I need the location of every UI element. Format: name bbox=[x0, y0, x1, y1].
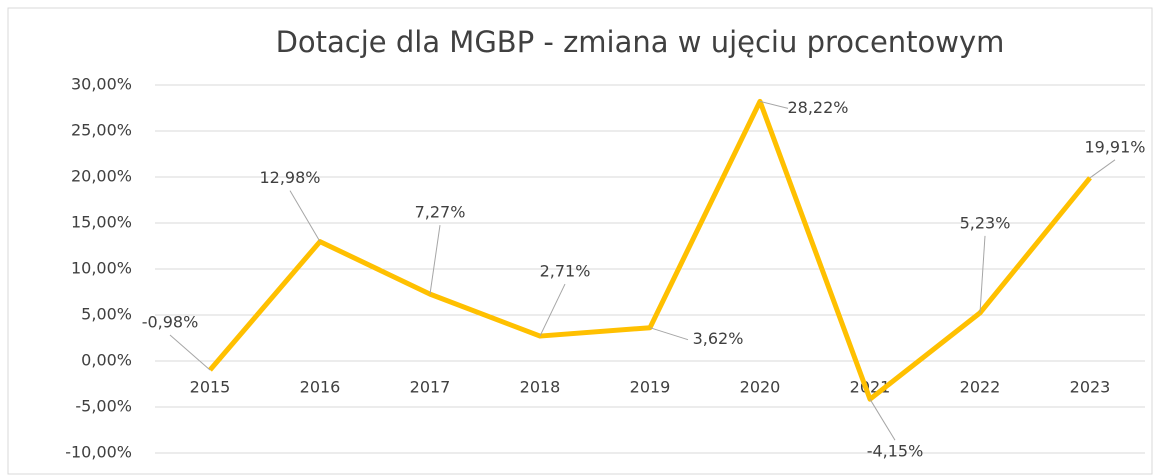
data-label: 12,98% bbox=[259, 168, 320, 187]
data-label: 2,71% bbox=[540, 262, 591, 281]
data-label: -4,15% bbox=[867, 442, 924, 461]
x-tick-label: 2019 bbox=[630, 378, 671, 397]
data-label: -0,98% bbox=[142, 313, 199, 332]
y-tick-label: 10,00% bbox=[71, 259, 132, 278]
chart-border bbox=[7, 7, 1153, 475]
data-label: 19,91% bbox=[1084, 137, 1145, 156]
x-tick-label: 2020 bbox=[740, 378, 781, 397]
leader-line bbox=[869, 398, 896, 441]
y-tick-label: -5,00% bbox=[75, 397, 132, 416]
y-tick-label: 0,00% bbox=[81, 351, 132, 370]
x-tick-label: 2017 bbox=[410, 378, 451, 397]
x-tick-label: 2023 bbox=[1070, 378, 1111, 397]
y-tick-label: 5,00% bbox=[81, 305, 132, 324]
leader-line bbox=[169, 334, 211, 371]
x-tick-label: 2016 bbox=[300, 378, 341, 397]
data-label: 28,22% bbox=[787, 98, 848, 117]
x-tick-label: 2022 bbox=[960, 378, 1001, 397]
leader-line bbox=[759, 100, 789, 109]
leader-line bbox=[649, 327, 689, 341]
leader-line bbox=[979, 235, 986, 313]
y-tick-label: 20,00% bbox=[71, 167, 132, 186]
chart-title: Dotacje dla MGBP - zmiana w ujęciu proce… bbox=[276, 25, 1005, 59]
data-label: 3,62% bbox=[693, 329, 744, 348]
leader-line bbox=[429, 225, 441, 295]
leader-line bbox=[1089, 159, 1116, 179]
y-tick-label: 25,00% bbox=[71, 121, 132, 140]
data-label: 5,23% bbox=[960, 213, 1011, 232]
data-label: 7,27% bbox=[415, 203, 466, 222]
x-tick-label: 2015 bbox=[190, 378, 231, 397]
leader-line bbox=[539, 283, 566, 337]
y-tick-label: -10,00% bbox=[65, 443, 132, 462]
x-tick-label: 2018 bbox=[520, 378, 561, 397]
y-tick-label: 15,00% bbox=[71, 213, 132, 232]
y-tick-label: 30,00% bbox=[71, 75, 132, 94]
leader-line bbox=[289, 190, 321, 242]
